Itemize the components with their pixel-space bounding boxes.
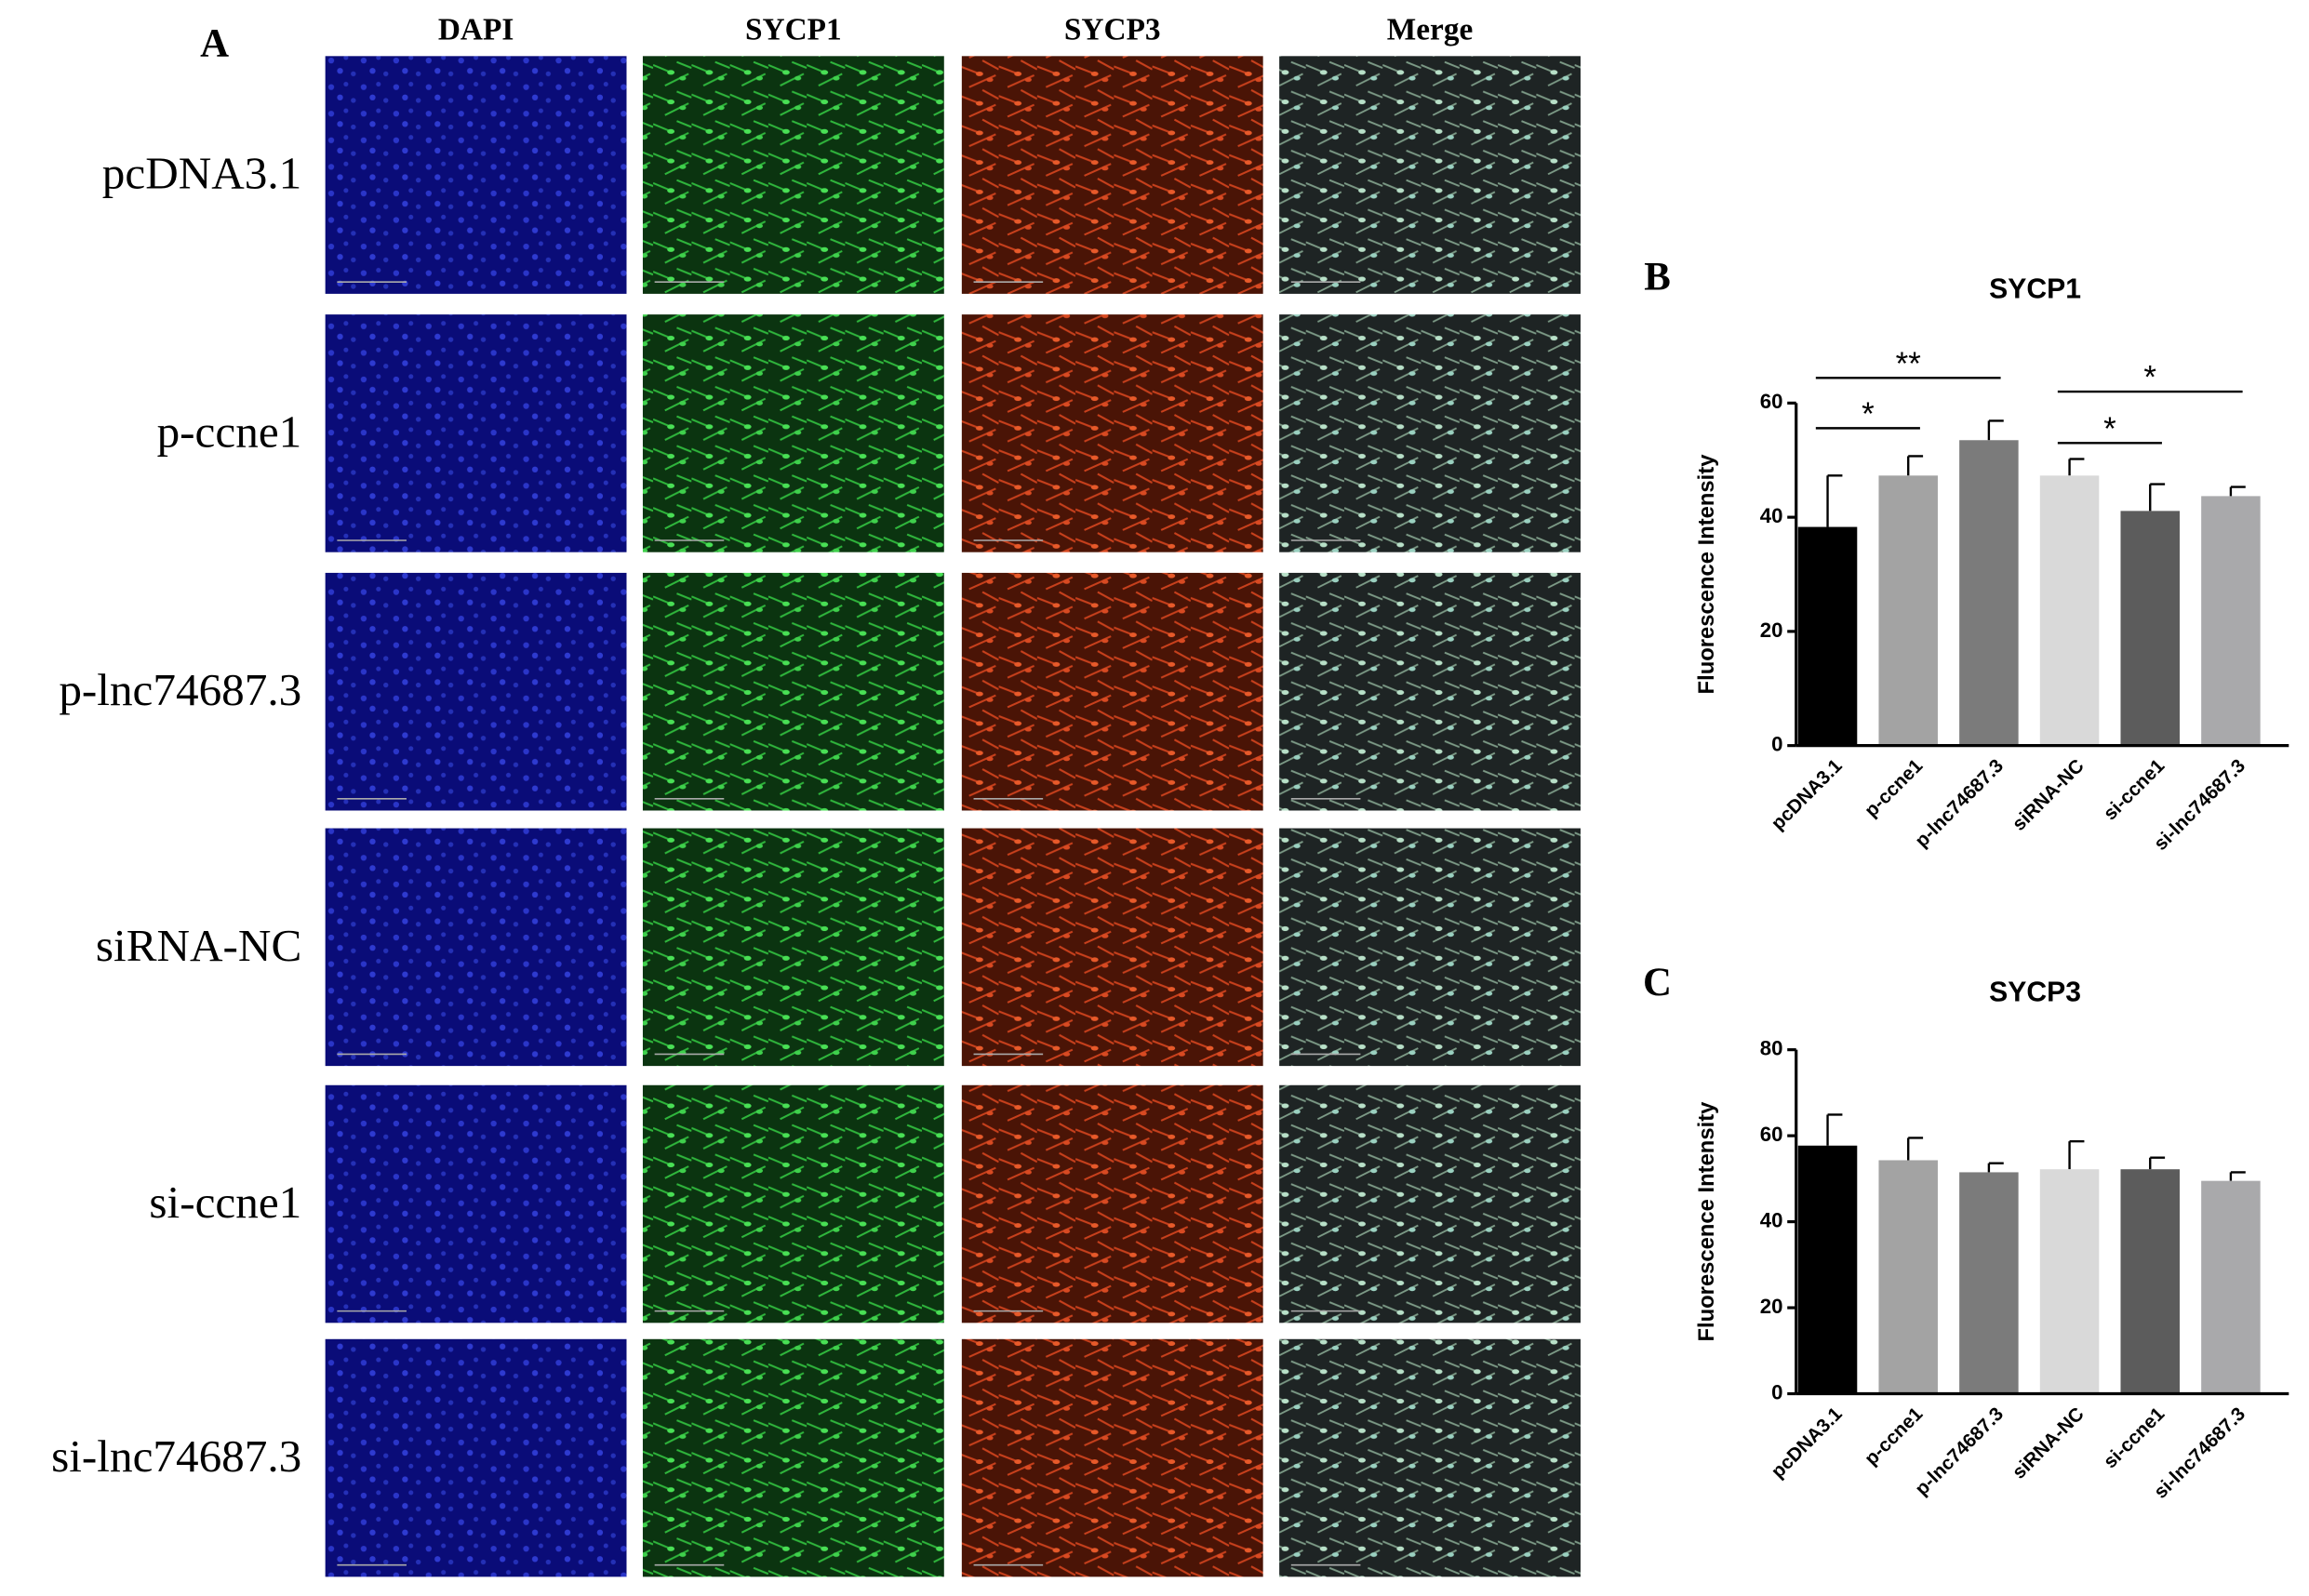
significance-label: **: [1896, 346, 1922, 382]
bar: [1878, 475, 1938, 746]
chart-title: SYCP3: [1989, 977, 2081, 1007]
micrograph: [961, 828, 1263, 1067]
micrograph: [325, 314, 627, 552]
micrograph: [325, 56, 627, 294]
y-tick-label: 0: [1771, 733, 1782, 756]
y-axis-label: Fluorescence Intensity: [1694, 454, 1719, 695]
micrograph: [961, 1084, 1263, 1323]
bar: [2039, 1169, 2100, 1394]
micrograph: [325, 572, 627, 811]
row-label: p-lnc74687.3: [59, 664, 301, 715]
significance-label: *: [1862, 396, 1875, 432]
column-header: SYCP3: [1064, 13, 1161, 47]
x-tick-label: pcDNA3.1: [1767, 1403, 1846, 1483]
bar: [2201, 1180, 2261, 1394]
micrograph: [961, 314, 1263, 552]
bar: [2201, 496, 2261, 746]
column-header: SYCP1: [745, 13, 842, 47]
y-tick-label: 20: [1760, 1295, 1783, 1318]
x-tick-label: si-ccne1: [2100, 755, 2169, 825]
micrograph: [642, 314, 944, 552]
micrograph: [961, 56, 1263, 294]
y-tick-label: 20: [1760, 618, 1783, 642]
bar: [1959, 1172, 2019, 1394]
micrograph: [642, 1084, 944, 1323]
micrograph: [325, 1338, 627, 1577]
micrograph: [1279, 1338, 1581, 1577]
x-tick-label: p-ccne1: [1861, 755, 1927, 821]
x-tick-label: pcDNA3.1: [1767, 755, 1846, 834]
bar: [1797, 1145, 1858, 1394]
row-label: pcDNA3.1: [102, 148, 301, 199]
micrograph: [1279, 314, 1581, 552]
micrograph: [325, 828, 627, 1067]
panel-label: B: [1644, 255, 1671, 299]
micrograph: [642, 828, 944, 1067]
bar: [2039, 475, 2100, 746]
row-label: p-ccne1: [157, 406, 302, 457]
x-tick-label: p-ccne1: [1861, 1403, 1927, 1470]
micrograph: [961, 572, 1263, 811]
y-tick-label: 40: [1760, 504, 1783, 527]
x-tick-label: siRNA-NC: [2009, 1403, 2089, 1483]
bar: [1878, 1160, 1938, 1394]
row-label: si-lnc74687.3: [51, 1430, 301, 1482]
micrograph: [1279, 56, 1581, 294]
micrograph: [642, 572, 944, 811]
micrograph: [1279, 1084, 1581, 1323]
row-label: si-ccne1: [149, 1177, 301, 1228]
panel-label: A: [200, 22, 229, 66]
micrograph: [325, 1084, 627, 1323]
chart-title: SYCP1: [1989, 274, 2081, 305]
y-tick-label: 40: [1760, 1208, 1783, 1231]
micrograph: [642, 1338, 944, 1577]
micrographs: [325, 56, 1581, 1577]
x-tick-label: siRNA-NC: [2009, 755, 2089, 835]
micrograph: [642, 56, 944, 294]
bar: [1959, 440, 2019, 746]
y-tick-label: 0: [1771, 1380, 1782, 1403]
column-header: Merge: [1387, 13, 1474, 47]
micrograph: [961, 1338, 1263, 1577]
micrograph: [1279, 572, 1581, 811]
y-tick-label: 80: [1760, 1037, 1783, 1060]
bar: [1797, 526, 1858, 746]
micrograph: [1279, 828, 1581, 1067]
bar: [2120, 1169, 2180, 1394]
y-tick-label: 60: [1760, 1123, 1783, 1146]
significance-label: *: [2103, 411, 2116, 447]
x-tick-label: si-ccne1: [2100, 1403, 2169, 1473]
column-header: DAPI: [438, 13, 514, 47]
significance-label: *: [2143, 360, 2156, 396]
panel-label: C: [1643, 961, 1672, 1004]
y-axis-label: Fluorescence Intensity: [1694, 1101, 1719, 1342]
y-tick-label: 60: [1760, 390, 1783, 413]
bar: [2120, 511, 2180, 746]
row-label: siRNA-NC: [96, 920, 301, 971]
